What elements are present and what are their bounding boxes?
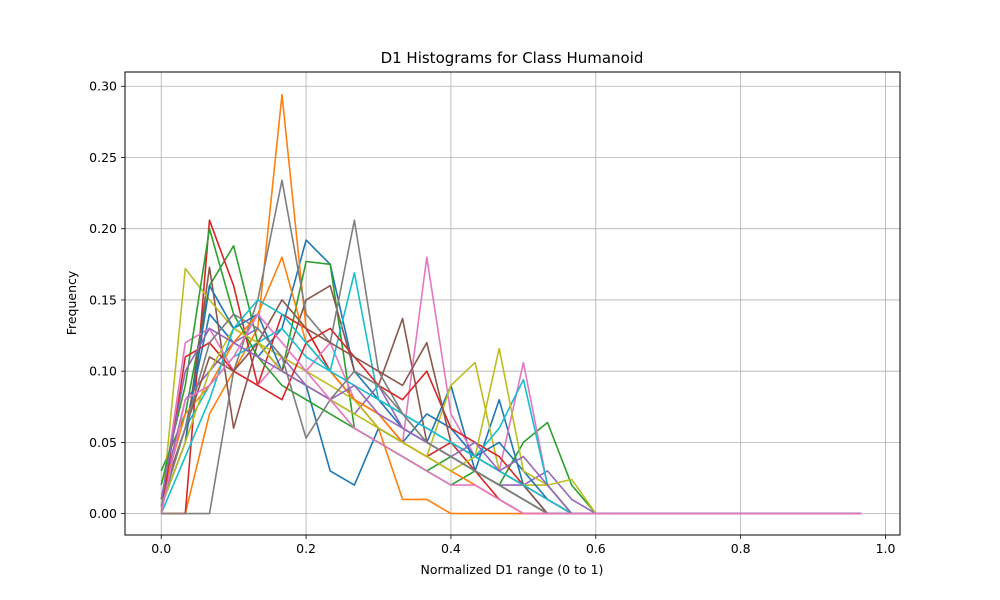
series-line-5 <box>160 327 862 515</box>
series-line-12 <box>160 256 862 515</box>
x-tick-label: 0.0 <box>151 541 171 556</box>
x-axis-label: Normalized D1 range (0 to 1) <box>421 562 604 577</box>
y-tick-label: 0.30 <box>89 79 117 94</box>
y-axis: 0.00 0.05 0.10 0.15 0.20 0.25 0.30 <box>89 79 125 521</box>
y-tick-label: 0.15 <box>89 292 117 307</box>
x-tick-label: 1.0 <box>876 541 896 556</box>
x-tick-label: 0.4 <box>441 541 461 556</box>
x-tick-label: 0.6 <box>586 541 606 556</box>
series-group <box>160 94 862 515</box>
x-tick-label: 0.8 <box>731 541 751 556</box>
x-tick-label: 0.2 <box>296 541 316 556</box>
series-line-3 <box>160 245 862 515</box>
y-tick-label: 0.00 <box>89 506 117 521</box>
y-axis-label: Frequency <box>64 270 79 335</box>
series-line-1 <box>160 239 862 515</box>
plot-frame <box>124 71 901 536</box>
y-tick-label: 0.25 <box>89 150 117 165</box>
series-line-20 <box>160 313 862 515</box>
grid-lines <box>125 72 900 535</box>
x-axis: 0.0 0.2 0.4 0.6 0.8 1.0 <box>151 535 895 556</box>
chart-title: D1 Histograms for Class Humanoid <box>381 49 644 67</box>
y-tick-label: 0.20 <box>89 221 117 236</box>
y-tick-label: 0.05 <box>89 435 117 450</box>
y-tick-label: 0.10 <box>89 364 117 379</box>
series-line-11 <box>160 284 862 515</box>
